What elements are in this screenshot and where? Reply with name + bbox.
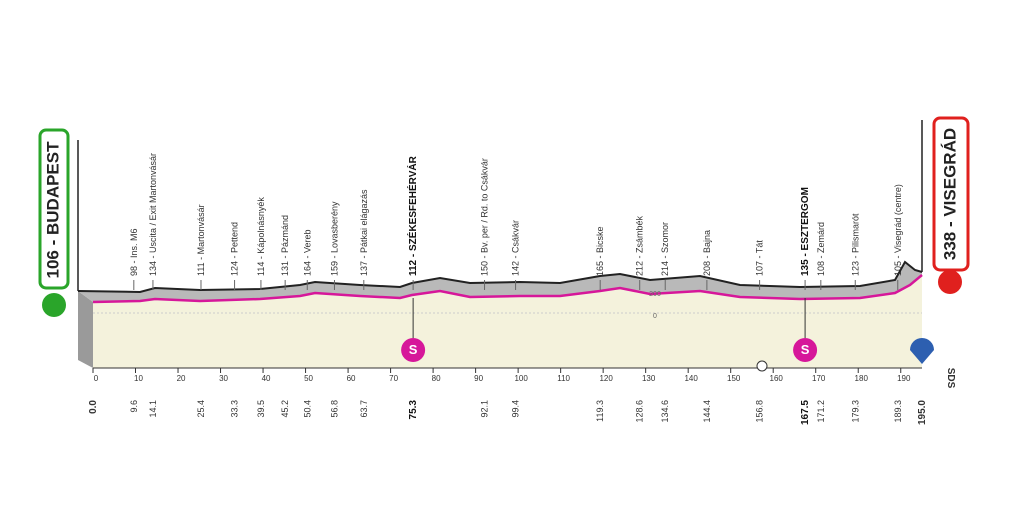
start-box xyxy=(38,128,70,290)
axis-tick-label: 80 xyxy=(432,374,441,383)
sprint-icon xyxy=(401,338,426,362)
waypoint-label: 134 - Uscita / Exit Martonvásár xyxy=(148,153,158,276)
waypoint-label: 114 - Kápolnásnyék xyxy=(256,197,266,276)
axis-tick-label: 20 xyxy=(177,374,186,383)
waypoint-km: 50.4 xyxy=(302,400,312,418)
feed-zone xyxy=(756,360,768,372)
waypoint-label: 214 - Szomor xyxy=(660,222,670,276)
axis-tick-label: 110 xyxy=(557,374,570,383)
waypoint-label: 159 - Lovasberény xyxy=(329,201,339,276)
axis-tick-label: 70 xyxy=(389,374,398,383)
axis-tick-label: 150 xyxy=(727,374,741,383)
waypoint-label: 135 - ESZTERGOM xyxy=(800,187,811,276)
waypoint-km: 134.6 xyxy=(660,400,670,423)
axis-tick-label: 50 xyxy=(304,374,313,383)
waypoint-label: 137 - Pátkai elágazás xyxy=(359,189,369,276)
waypoint-km: 33.3 xyxy=(230,400,240,418)
axis-tick-label: 120 xyxy=(599,374,613,383)
waypoint-label: 150 - Bv. per / Rd. to Csákvár xyxy=(480,158,490,276)
waypoint-label: 165 - Bicske xyxy=(595,226,605,276)
waypoint-label: 212 - Zsámbék xyxy=(635,215,645,276)
waypoint-km: 92.1 xyxy=(480,400,490,418)
altitude-mark: 0 xyxy=(653,313,657,320)
axis-tick-label: 190 xyxy=(897,374,911,383)
profile-side xyxy=(78,291,93,368)
waypoint-label: 123 - Pilismarót xyxy=(850,213,860,276)
waypoint-km: 75.3 xyxy=(408,400,419,420)
waypoint-km: 144.4 xyxy=(702,400,712,423)
profile-ground xyxy=(93,275,922,368)
waypoint-km: 128.6 xyxy=(635,400,645,423)
waypoint-label: 208 - Bajna xyxy=(702,230,712,276)
axis-tick-label: 40 xyxy=(262,374,271,383)
start-label: 106 - BUDAPEST xyxy=(43,141,62,279)
axis-tick-label: 170 xyxy=(812,374,826,383)
waypoint-label: 164 - Vereb xyxy=(302,229,312,276)
waypoint-km: 119.3 xyxy=(595,400,605,422)
waypoint-km: 9.6 xyxy=(129,400,139,413)
waypoint-label: 124 - Pettend xyxy=(230,222,240,276)
axis-tick-label: 0 xyxy=(94,374,99,383)
waypoint-km: 189.3 xyxy=(893,400,903,423)
road-line xyxy=(92,274,923,304)
waypoint-km: 167.5 xyxy=(800,400,811,425)
waypoint-label: 142 - Csákvár xyxy=(511,220,521,276)
waypoint-km: 39.5 xyxy=(256,400,266,418)
waypoint-km: 45.2 xyxy=(280,400,290,418)
waypoint-label: 131 - Pázmánd xyxy=(280,215,290,276)
start-km: 0.0 xyxy=(88,400,99,414)
waypoint-km: 63.7 xyxy=(359,400,369,418)
waypoint-label: 112 - SZÉKESFEHÉRVÁR xyxy=(406,155,419,276)
finish-label: 338 - VISEGRÁD xyxy=(940,128,959,260)
waypoint-km: 56.8 xyxy=(329,400,339,418)
waypoint-km: 25.4 xyxy=(196,400,206,418)
start-icon xyxy=(42,293,66,317)
axis-tick-label: 10 xyxy=(134,374,143,383)
waypoint-km: 179.3 xyxy=(850,400,860,423)
waypoint-km: 171.2 xyxy=(816,400,826,423)
finish-icon xyxy=(938,270,962,294)
finish-km: 195.0 xyxy=(917,400,928,425)
waypoint-label: 111 - Martonvásár xyxy=(196,204,206,276)
axis-tick-label: 60 xyxy=(347,374,356,383)
profile-top xyxy=(77,260,923,294)
axis-tick-label: 130 xyxy=(642,374,656,383)
logo: SDS xyxy=(945,368,956,389)
sprint-mark: S xyxy=(409,342,418,357)
axis-tick-label: 160 xyxy=(770,374,784,383)
axis-tick-label: 180 xyxy=(855,374,869,383)
waypoint-km: 99.4 xyxy=(511,400,521,418)
axis-tick-label: 30 xyxy=(219,374,228,383)
waypoint-label: 107 - Tát xyxy=(755,240,765,276)
finish-marker xyxy=(910,338,934,364)
axis-tick-label: 140 xyxy=(684,374,698,383)
waypoint-km: 156.8 xyxy=(755,400,765,423)
sprint-mark: S xyxy=(801,342,810,357)
waypoint-label: 105 - Visegrád (centre) xyxy=(893,184,903,276)
waypoint-km: 14.1 xyxy=(148,400,158,418)
altitude-mark: 200 xyxy=(649,291,661,298)
axis-tick-label: 90 xyxy=(474,374,483,383)
sprint-icon xyxy=(793,338,818,362)
waypoint-label: 98 - Ins. M6 xyxy=(129,228,139,276)
axis-tick-label: 100 xyxy=(514,374,528,383)
waypoint-label: 108 - Zemárd xyxy=(816,222,826,276)
finish-box xyxy=(932,116,970,272)
